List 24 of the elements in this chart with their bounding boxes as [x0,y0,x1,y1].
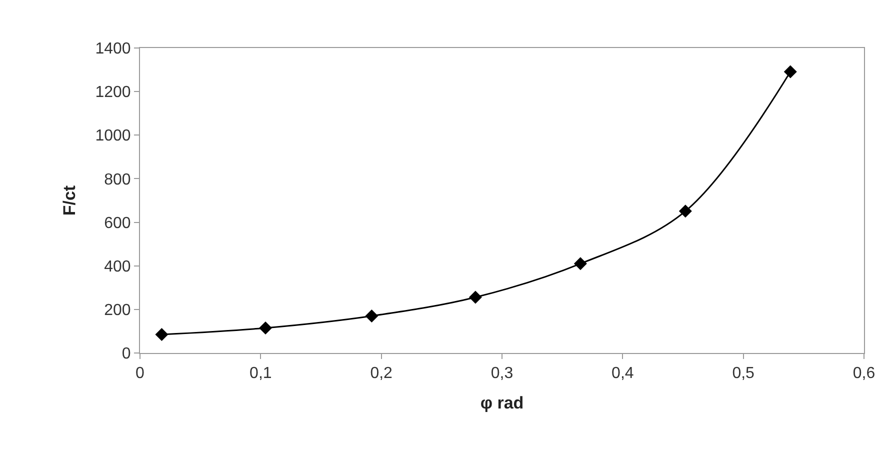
x-tick-label: 0,2 [370,365,393,382]
point [468,290,482,304]
y-tick-label: 0 [122,346,131,363]
x-tick-label: 0,3 [490,365,514,382]
point [365,309,378,322]
point [155,328,168,341]
y-tick-label: 1200 [95,84,131,102]
y-tick-label: 1000 [95,128,131,145]
x-tick-label: 0,1 [250,365,272,382]
point [678,204,692,218]
y-tick-label: 600 [104,214,131,232]
x-tick-label: 0,6 [852,365,876,382]
point [574,257,587,270]
point [784,65,797,78]
y-tick-label: 1400 [95,40,131,58]
point [258,321,272,334]
y-axis-title: F/ct [60,185,79,216]
y-tick-label: 400 [104,258,131,276]
y-tick-label: 800 [104,171,131,188]
x-tick-label: 0 [136,365,145,382]
y-tick-label: 200 [104,302,131,320]
x-tick-label: 0,4 [612,365,634,382]
x-tick-label: 0,5 [732,365,755,382]
x-axis-title: φ rad [480,394,524,413]
